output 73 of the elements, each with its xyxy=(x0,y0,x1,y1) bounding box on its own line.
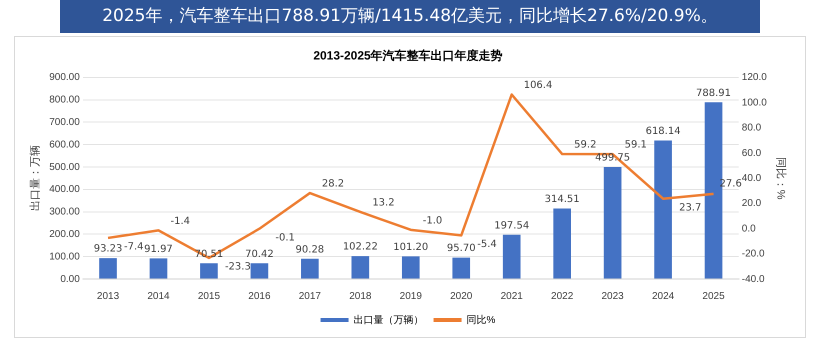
legend-label: 出口量（万辆） xyxy=(354,314,424,326)
data-label: -1.0 xyxy=(422,215,442,226)
data-label: 90.28 xyxy=(296,244,324,256)
legend-label: 同比% xyxy=(466,314,496,326)
chart-subtitle: 2013-2025年汽车整车出口年度走势 xyxy=(313,48,503,63)
y-tick-label: 200.00 xyxy=(49,228,80,240)
data-label: 59.2 xyxy=(574,140,596,151)
y-tick-label: 0.00 xyxy=(60,274,80,285)
y2-axis-title: 同比：% xyxy=(774,156,788,200)
data-label: 101.20 xyxy=(393,242,428,253)
data-label: 91.97 xyxy=(144,244,173,255)
data-label: 197.54 xyxy=(494,220,530,232)
bar xyxy=(200,263,218,278)
x-tick-label: 2015 xyxy=(198,290,220,302)
data-label: -7.4 xyxy=(124,242,144,253)
data-label: -1.4 xyxy=(170,216,190,227)
x-tick-label: 2013 xyxy=(96,290,120,302)
y-tick-label: 500.00 xyxy=(49,162,80,173)
data-label: 28.2 xyxy=(322,178,344,190)
y2-tick-label: -20.0 xyxy=(742,248,766,260)
x-tick-label: 2018 xyxy=(349,290,372,302)
data-label: 59.1 xyxy=(624,140,647,151)
data-label: 788.91 xyxy=(696,88,732,99)
y-tick-label: 600.00 xyxy=(49,139,80,150)
x-tick-label: 2025 xyxy=(702,290,726,302)
y2-tick-label: 60.0 xyxy=(742,148,762,159)
x-tick-label: 2021 xyxy=(500,290,524,302)
y2-tick-label: 40.0 xyxy=(742,172,762,184)
bar xyxy=(150,258,168,278)
x-tick-label: 2023 xyxy=(602,290,624,302)
data-label: -23.3 xyxy=(224,262,251,273)
y-tick-label: 300.00 xyxy=(49,206,80,218)
y2-tick-label: 80.0 xyxy=(742,122,762,134)
bar xyxy=(604,167,622,278)
y2-tick-label: 0.0 xyxy=(742,223,756,234)
y-tick-label: 900.00 xyxy=(49,72,80,84)
data-label: -0.1 xyxy=(275,232,295,244)
data-label: 70.42 xyxy=(245,248,274,260)
chart-title: 2025年，汽车整车出口788.91万辆/1415.48亿美元，同比增长27.6%/20.9%。 xyxy=(60,0,760,33)
x-tick-label: 2014 xyxy=(147,290,170,302)
data-label: 618.14 xyxy=(646,126,681,138)
x-tick-label: 2020 xyxy=(450,290,473,302)
y-tick-label: 400.00 xyxy=(49,184,80,196)
bar xyxy=(452,258,470,278)
y2-tick-label: 100.0 xyxy=(742,97,768,108)
y-tick-label: 700.00 xyxy=(49,116,80,128)
bar xyxy=(402,256,420,278)
data-label: 314.51 xyxy=(544,194,580,206)
x-tick-label: 2016 xyxy=(248,290,271,302)
x-tick-label: 2017 xyxy=(298,290,322,302)
y-axis-title: 出口量：万辆 xyxy=(28,145,42,212)
y-tick-label: 800.00 xyxy=(49,94,80,106)
data-label: 13.2 xyxy=(372,198,395,209)
bar xyxy=(250,263,268,278)
data-label: 106.4 xyxy=(524,80,552,92)
x-tick-label: 2024 xyxy=(652,290,675,302)
x-tick-label: 2022 xyxy=(551,290,574,302)
data-label: -5.4 xyxy=(477,239,497,250)
data-label: 95.70 xyxy=(446,243,476,254)
bar xyxy=(654,140,672,278)
data-label: 102.22 xyxy=(342,242,378,253)
bar xyxy=(553,208,571,278)
data-label: 93.23 xyxy=(94,244,122,255)
data-label: 23.7 xyxy=(679,202,702,214)
bar xyxy=(502,234,521,278)
x-tick-label: 2019 xyxy=(400,290,422,302)
bar xyxy=(99,258,117,278)
bar xyxy=(301,258,319,278)
y-tick-label: 100.00 xyxy=(49,251,80,262)
y2-tick-label: 20.0 xyxy=(742,198,762,210)
y2-tick-label: 120.0 xyxy=(742,72,768,84)
y2-tick-label: -40.0 xyxy=(742,274,766,285)
bar xyxy=(351,256,370,278)
